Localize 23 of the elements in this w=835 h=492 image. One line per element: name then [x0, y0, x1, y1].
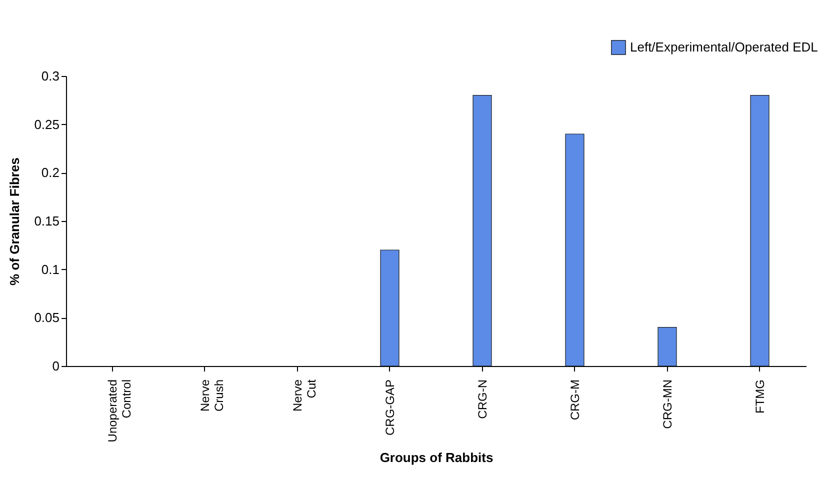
- x-tick-label: Nerve Crush: [198, 379, 226, 412]
- bar: [380, 250, 400, 366]
- x-tick-label: CRG-M: [568, 380, 582, 420]
- x-tick-label: FTMG: [752, 380, 767, 414]
- y-tick-label: 0.2: [41, 165, 60, 180]
- y-tick-label: 0.3: [41, 68, 60, 84]
- legend-label: Left/Experimental/Operated EDL: [630, 40, 818, 54]
- x-tick-label: CRG-GAP: [382, 380, 397, 436]
- x-axis-title: Groups of Rabbits: [380, 450, 494, 466]
- x-tick-label: Unoperated Control: [105, 380, 134, 442]
- y-tick-label: 0: [52, 358, 60, 374]
- y-tick-label: 0.05: [34, 310, 60, 326]
- y-tick-label: 0.25: [34, 116, 60, 132]
- bar: [750, 95, 770, 366]
- x-tick-label: CRG-MN: [660, 380, 674, 429]
- y-tick-label: 0.15: [34, 214, 60, 228]
- y-tick-label: 0.1: [41, 262, 60, 277]
- bar: [565, 134, 584, 366]
- bar: [658, 327, 677, 366]
- x-tick-label: CRG-N: [475, 380, 490, 419]
- y-axis-title: % of Granular Fibres: [7, 158, 22, 286]
- bar: [472, 95, 492, 366]
- x-tick-label: Nerve Cut: [290, 378, 318, 412]
